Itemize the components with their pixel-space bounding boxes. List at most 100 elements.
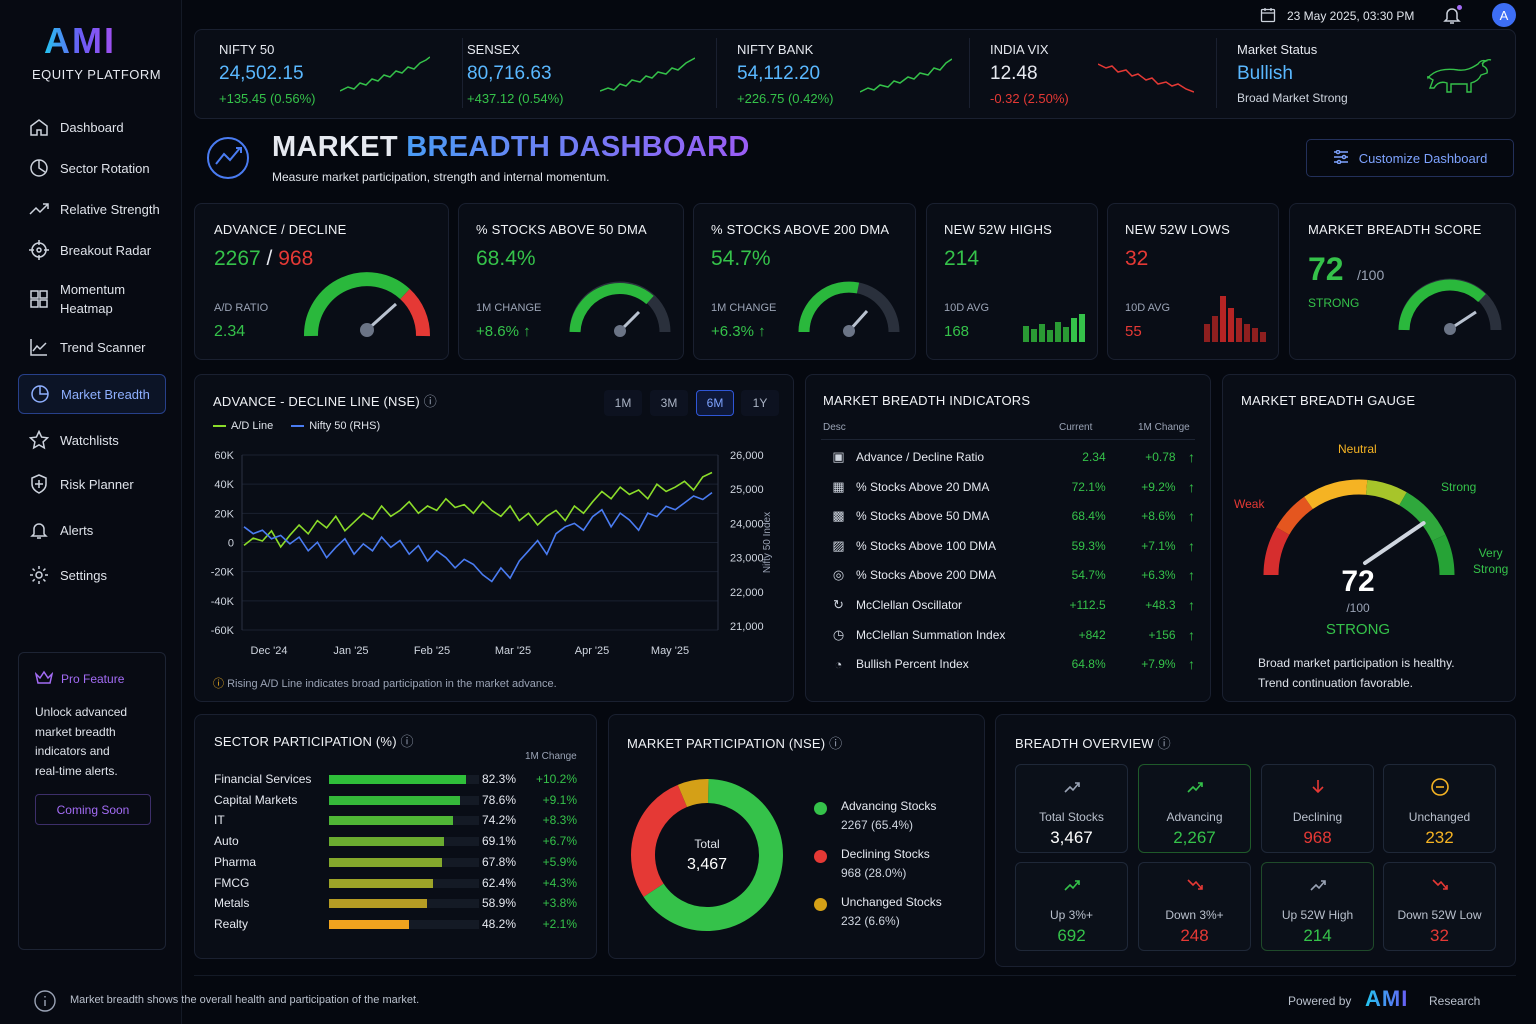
tile-label: Up 3%+ bbox=[1049, 908, 1094, 922]
footer-note: Market breadth shows the overall health … bbox=[70, 994, 420, 1006]
sector-bar bbox=[329, 899, 428, 909]
indicator-row[interactable]: ▦ % Stocks Above 20 DMA 72.1% +9.2% ↑ bbox=[821, 473, 1195, 501]
gauge-label-strong: Strong bbox=[1441, 480, 1477, 494]
pro-feature-card: Pro Feature Unlock advanced market breadt… bbox=[18, 652, 166, 950]
ticker-indiavix[interactable]: INDIA VIX 12.48 -0.32 (2.50%) bbox=[990, 42, 1069, 106]
gauge-needle bbox=[1363, 521, 1426, 565]
arrow-up-icon: ↑ bbox=[1187, 567, 1195, 584]
y2-tick-label: 22,000 bbox=[730, 587, 764, 599]
overview-tile-up-3-[interactable]: Up 3%+ 692 bbox=[1015, 862, 1128, 951]
ticker-niftybank[interactable]: NIFTY BANK 54,112.20 +226.75 (0.42%) bbox=[737, 42, 834, 106]
x-tick-label: May '25 bbox=[651, 645, 689, 657]
donut-slice-0 bbox=[643, 779, 783, 931]
footer-powered: Powered by bbox=[1288, 994, 1352, 1008]
arrow-up-icon: ↑ bbox=[1187, 478, 1195, 495]
gauge-arc-segment bbox=[1263, 527, 1290, 576]
range-button-3m[interactable]: 3M bbox=[650, 390, 688, 416]
trend-up-icon bbox=[1016, 875, 1127, 895]
page-subtitle: Measure market participation, strength a… bbox=[272, 170, 610, 184]
indicator-row[interactable]: ↻ McClellan Oscillator +112.5 +48.3 ↑ bbox=[821, 591, 1195, 619]
indicator-current: 68.4% bbox=[1071, 509, 1106, 524]
trend-down-icon bbox=[1139, 875, 1250, 895]
customize-dashboard-button[interactable]: Customize Dashboard bbox=[1306, 139, 1514, 177]
x-tick-label: Dec '24 bbox=[251, 645, 288, 657]
indicator-change: +0.78 bbox=[1145, 450, 1176, 464]
indicator-icon: ▩ bbox=[832, 508, 845, 524]
indicator-row[interactable]: ▣ Advance / Decline Ratio 2.34 +0.78 ↑ bbox=[821, 443, 1195, 471]
info-icon: ⓘ bbox=[400, 734, 414, 749]
indicator-icon: ↻ bbox=[833, 597, 844, 612]
sidebar-item-label: Watchlists bbox=[60, 432, 119, 448]
range-button-1m[interactable]: 1M bbox=[604, 390, 642, 416]
overview-tile-declining[interactable]: Declining 968 bbox=[1261, 764, 1374, 853]
indicator-row[interactable]: ◔ Bullish Percent Index 64.8% +7.9% ↑ bbox=[821, 650, 1195, 678]
gauge-arc-segment bbox=[1365, 479, 1407, 506]
sector-name: FMCG bbox=[214, 875, 250, 890]
sensex-sparkline bbox=[600, 57, 695, 92]
y-tick-label: 40K bbox=[214, 479, 234, 491]
indicator-name: Advance / Decline Ratio bbox=[855, 450, 985, 464]
sidebar-item-alerts[interactable]: Alerts bbox=[18, 510, 166, 550]
indicator-row[interactable]: ▩ % Stocks Above 50 DMA 68.4% +8.6% ↑ bbox=[821, 502, 1195, 530]
tile-label: Advancing bbox=[1166, 810, 1223, 824]
gauge-note: Broad market participation is healthy. Tr… bbox=[1258, 656, 1455, 690]
sidebar-item-market-breadth[interactable]: Market Breadth bbox=[18, 374, 166, 414]
chart-down-icon bbox=[1384, 875, 1495, 895]
indicator-name: McClellan Summation Index bbox=[855, 627, 1006, 642]
sector-bar bbox=[329, 775, 467, 784]
grid-icon bbox=[18, 289, 60, 309]
brand-subtitle: EQUITY PLATFORM bbox=[32, 67, 162, 82]
y-tick-label: 20K bbox=[214, 508, 234, 520]
sidebar-item-risk-planner[interactable]: Risk Planner bbox=[18, 464, 166, 504]
legend-detail: 2267 (65.4%) bbox=[841, 818, 914, 832]
chart-up-icon bbox=[1262, 875, 1373, 895]
indicator-name: Bullish Percent Index bbox=[855, 657, 969, 672]
indicator-row[interactable]: ◷ McClellan Summation Index +842 +156 ↑ bbox=[821, 621, 1195, 649]
sidebar-item-breakout-radar[interactable]: Breakout Radar bbox=[18, 230, 166, 270]
sector-value: 48.2% bbox=[481, 916, 516, 931]
indicator-icon: ▣ bbox=[832, 449, 845, 464]
sidebar-item-label: Sector Rotation bbox=[60, 160, 150, 176]
ad-line-note: ⓘ Rising A/D Line indicates broad partic… bbox=[213, 678, 557, 690]
overview-tile-down-3-[interactable]: Down 3%+ 248 bbox=[1138, 862, 1251, 951]
sidebar-item-relative-strength[interactable]: Relative Strength bbox=[18, 189, 166, 229]
sliders-icon bbox=[1333, 149, 1349, 167]
range-button-1y[interactable]: 1Y bbox=[741, 390, 779, 416]
info-icon bbox=[34, 990, 56, 1017]
bell-icon[interactable] bbox=[1442, 5, 1462, 30]
ticker-nifty50[interactable]: NIFTY 50 24,502.15 +135.45 (0.56%) bbox=[219, 42, 316, 106]
gauge-arc-segment bbox=[1399, 492, 1446, 542]
gauge-status: STRONG bbox=[1325, 621, 1391, 638]
sidebar-item-sector-rotation[interactable]: Sector Rotation bbox=[18, 148, 166, 188]
sidebar-item-trend-scanner[interactable]: Trend Scanner bbox=[18, 327, 166, 367]
sidebar-item-watchlists[interactable]: Watchlists bbox=[18, 420, 166, 460]
overview-tile-up-52w-high[interactable]: Up 52W High 214 bbox=[1261, 862, 1374, 951]
info-icon: ⓘ bbox=[829, 736, 843, 751]
sidebar-item-settings[interactable]: Settings bbox=[18, 555, 166, 595]
arrow-up-icon: ↑ bbox=[1187, 508, 1195, 525]
tile-label: Up 52W High bbox=[1281, 908, 1354, 922]
overview-tile-unchanged[interactable]: Unchanged 232 bbox=[1383, 764, 1496, 853]
indicator-row[interactable]: ◎ % Stocks Above 200 DMA 54.7% +6.3% ↑ bbox=[821, 561, 1195, 589]
legend-name: Advancing Stocks bbox=[841, 799, 937, 813]
tile-label: Unchanged bbox=[1408, 810, 1471, 824]
info-icon: ⓘ bbox=[1157, 736, 1171, 751]
range-button-6m[interactable]: 6M bbox=[696, 390, 734, 416]
page-title: MARKET BREADTH DASHBOARD bbox=[272, 131, 750, 163]
sidebar-item-momentum-heatmap[interactable]: Momentum Heatmap bbox=[18, 277, 166, 321]
indicator-current: +842 bbox=[1078, 627, 1106, 642]
overview-tile-advancing[interactable]: Advancing 2,267 bbox=[1138, 764, 1251, 853]
indiavix-sparkline bbox=[1098, 63, 1194, 93]
avatar[interactable]: A bbox=[1492, 3, 1516, 27]
home-icon bbox=[18, 117, 60, 137]
overview-tile-total-stocks[interactable]: Total Stocks 3,467 bbox=[1015, 764, 1128, 853]
overview-tile-down-52w-low[interactable]: Down 52W Low 32 bbox=[1383, 862, 1496, 951]
sidebar-item-label: Settings bbox=[60, 567, 107, 583]
kpi-advance-decline: ADVANCE / DECLINE 2267 / 968 A/D RATIO 2… bbox=[194, 203, 449, 360]
indicator-row[interactable]: ▨ % Stocks Above 100 DMA 59.3% +7.1% ↑ bbox=[821, 532, 1195, 560]
ad-line-title: ADVANCE - DECLINE LINE (NSE) bbox=[213, 394, 420, 409]
coming-soon-button[interactable]: Coming Soon bbox=[35, 794, 151, 825]
sidebar-item-dashboard[interactable]: Dashboard bbox=[18, 107, 166, 147]
ticker-sensex[interactable]: SENSEX 80,716.63 +437.12 (0.54%) bbox=[467, 42, 564, 106]
tile-value: 2,267 bbox=[1173, 828, 1216, 847]
